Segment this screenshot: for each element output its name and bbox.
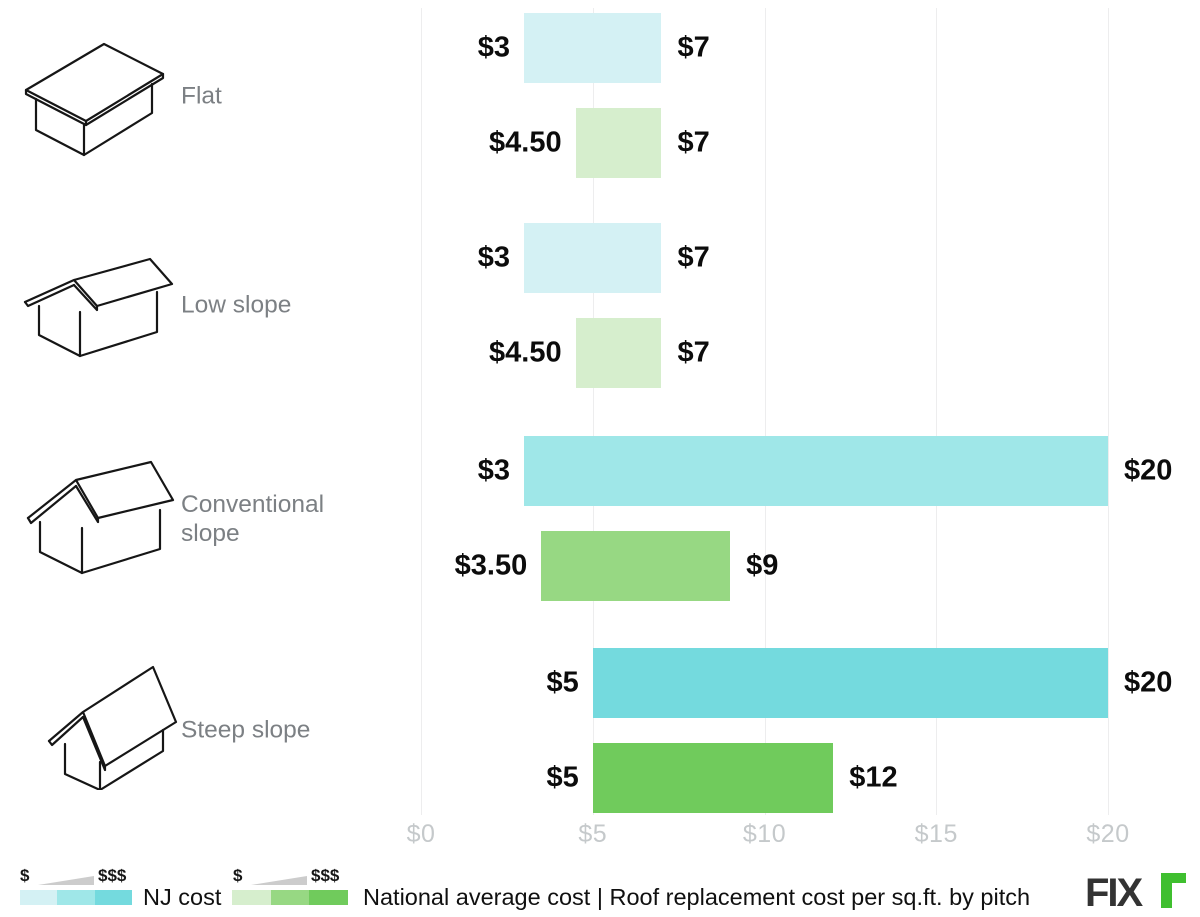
- cost-bar: [524, 223, 662, 293]
- bar-min-value: $3: [477, 31, 511, 64]
- fixr-logo-r-glyph: [1161, 873, 1186, 908]
- bar-min-value: $3.50: [454, 549, 528, 582]
- cost-bar: [524, 436, 1108, 506]
- nj-scale-low-label: $: [20, 866, 30, 885]
- bar-max-value: $12: [849, 761, 898, 794]
- nj-scale-ramp-icon: [38, 876, 94, 885]
- fixr-logo: FIX: [1085, 871, 1186, 914]
- legend-swatch: [20, 890, 58, 905]
- bar-max-value: $20: [1124, 454, 1173, 487]
- flat-roof-icon: [24, 42, 165, 157]
- national-cost-swatches: [232, 890, 349, 905]
- nj-cost-legend-label: NJ cost: [143, 884, 222, 910]
- gridline: [764, 8, 766, 815]
- pitch-label-conventional-slope: Conventional slope: [181, 491, 325, 547]
- gridline: [421, 8, 422, 815]
- pitch-label-flat: Flat: [181, 82, 222, 110]
- x-axis-tick-label: $0: [406, 820, 436, 848]
- national-scale-ramp-icon: [251, 876, 307, 885]
- x-axis-tick-label: $20: [1086, 820, 1130, 848]
- bar-max-value: $7: [677, 241, 710, 274]
- conventional-slope-roof-icon: [26, 460, 175, 575]
- bar-max-value: $7: [677, 126, 710, 159]
- steep-slope-roof-icon: [47, 665, 178, 790]
- cost-bar: [592, 743, 834, 813]
- bar-min-value: $3: [477, 454, 511, 487]
- x-axis-tick-label: $5: [578, 820, 608, 848]
- x-axis-tick-label: $15: [914, 820, 958, 848]
- national-cost-legend-label: National average cost: [363, 884, 591, 910]
- legend-swatch: [57, 890, 95, 905]
- cost-bar: [541, 531, 731, 601]
- bar-max-value: $20: [1124, 666, 1173, 699]
- national-scale-high-label: $$$: [311, 866, 340, 885]
- bar-min-value: $4.50: [489, 336, 562, 369]
- footer-separator: |: [590, 884, 610, 910]
- gridline: [1108, 8, 1109, 815]
- gridline: [592, 8, 594, 815]
- bar-min-value: $4.50: [489, 126, 562, 159]
- cost-bar: [524, 13, 662, 83]
- low-slope-roof-icon: [23, 257, 174, 358]
- nj-cost-swatches: [20, 890, 132, 905]
- bar-max-value: $7: [677, 336, 710, 369]
- x-axis-tick-label: $10: [742, 820, 787, 848]
- gridline: [936, 8, 938, 815]
- bar-max-value: $7: [677, 31, 710, 64]
- cost-bar: [575, 318, 662, 388]
- legend-swatch: [94, 890, 132, 905]
- bar-min-value: $3: [477, 241, 511, 274]
- cost-bar: [592, 648, 1108, 718]
- cost-bar: [575, 108, 662, 178]
- pitch-label-low-slope: Low slope: [181, 291, 292, 319]
- national-scale-low-label: $: [233, 866, 243, 885]
- bar-min-value: $5: [546, 761, 579, 794]
- legend-swatch: [309, 890, 349, 905]
- footer-title: National average cost | Roof replacement…: [363, 884, 1030, 911]
- fixr-logo-text: FIX: [1085, 871, 1144, 914]
- bar-min-value: $5: [546, 666, 579, 699]
- nj-scale-high-label: $$$: [98, 866, 127, 885]
- chart-title: Roof replacement cost per sq.ft. by pitc…: [609, 884, 1031, 910]
- pitch-label-steep-slope: Steep slope: [181, 716, 311, 744]
- legend-swatch: [232, 890, 271, 905]
- legend-swatch: [270, 890, 310, 905]
- bar-max-value: $9: [746, 549, 779, 582]
